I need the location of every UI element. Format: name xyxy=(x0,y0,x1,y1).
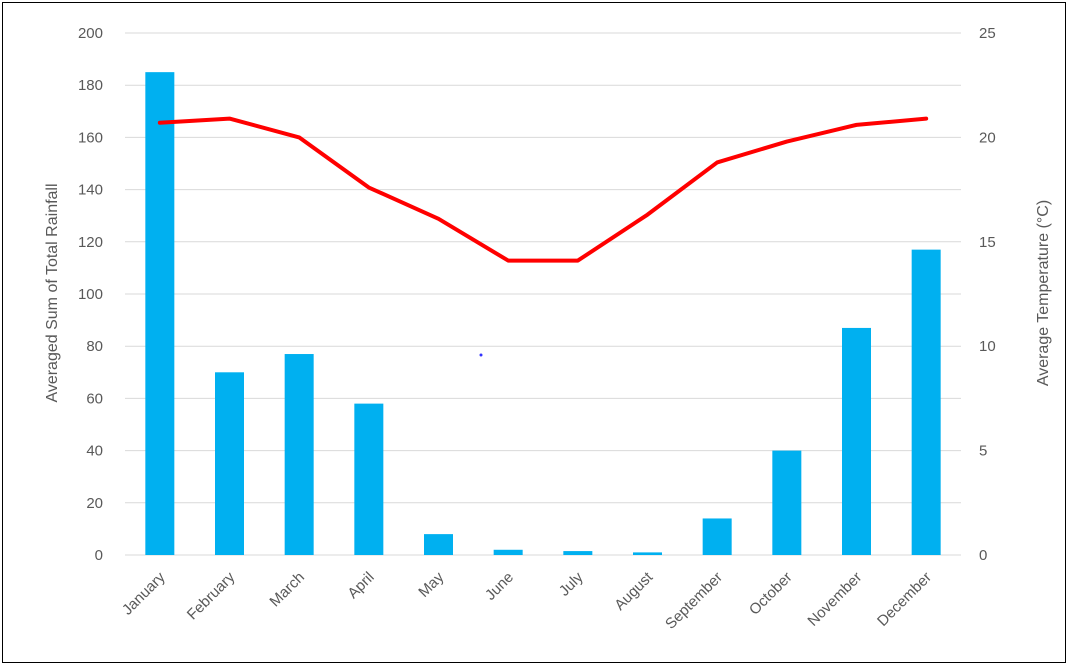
x-tick-label: February xyxy=(184,568,239,623)
gridlines xyxy=(125,32,961,556)
bar xyxy=(493,549,523,555)
y-tick-label: 180 xyxy=(78,77,103,94)
y-tick-label: 160 xyxy=(78,129,103,146)
bar xyxy=(702,518,732,555)
y2-tick-label: 20 xyxy=(979,129,996,146)
rainfall-bars xyxy=(145,72,941,556)
y2-tick-label: 15 xyxy=(979,234,996,251)
bar xyxy=(563,551,593,555)
temperature-line xyxy=(157,116,929,263)
x-tick-label: July xyxy=(556,568,587,599)
x-tick-label: October xyxy=(746,569,796,619)
y2-tick-label: 25 xyxy=(979,25,996,42)
x-tick-label: November xyxy=(804,569,865,630)
bar xyxy=(284,354,314,555)
x-tick-label: March xyxy=(266,569,307,610)
x-tick-label: May xyxy=(415,568,447,600)
bar xyxy=(911,249,941,555)
y-tick-label: 40 xyxy=(86,443,103,460)
y-tick-label: 200 xyxy=(78,25,103,42)
y2-tick-label: 0 xyxy=(979,547,987,564)
x-tick-label: August xyxy=(611,568,657,614)
y-tick-label: 60 xyxy=(86,390,103,407)
bar xyxy=(424,534,453,555)
category-axis-ticks: January February March April May June July Augu… xyxy=(119,568,935,632)
y2-tick-label: 10 xyxy=(979,338,996,355)
y-tick-label: 20 xyxy=(86,495,103,512)
y-tick-label: 140 xyxy=(78,182,103,199)
bar xyxy=(354,403,384,555)
bar xyxy=(145,72,175,556)
x-tick-label: December xyxy=(874,569,935,630)
rainfall-temperature-chart: 0 20 40 60 80 100 120 140 160 180 200 0 5 10 15 20 25 J… xyxy=(44,25,1052,633)
right-axis-title: Average Temperature (°C) xyxy=(1035,200,1052,386)
y-tick-label: 0 xyxy=(95,547,103,564)
y-tick-label: 120 xyxy=(78,234,103,251)
left-axis-title: Averaged Sum of Total Rainfall xyxy=(44,183,61,402)
left-axis-ticks: 0 20 40 60 80 100 120 140 160 180 200 xyxy=(78,25,103,564)
temperature-series-line xyxy=(157,116,929,263)
x-tick-label: June xyxy=(482,569,517,604)
bar xyxy=(772,450,802,555)
y2-tick-label: 5 xyxy=(979,443,987,460)
bar xyxy=(633,552,662,555)
stray-dot-mark xyxy=(479,353,483,357)
right-axis-ticks: 0 5 10 15 20 25 xyxy=(979,25,996,564)
x-tick-label: January xyxy=(119,568,169,618)
bar xyxy=(215,372,244,555)
y-tick-label: 100 xyxy=(78,286,103,303)
x-tick-label: April xyxy=(344,569,377,602)
x-tick-label: September xyxy=(662,569,726,633)
bar xyxy=(842,327,871,555)
y-tick-label: 80 xyxy=(86,338,103,355)
